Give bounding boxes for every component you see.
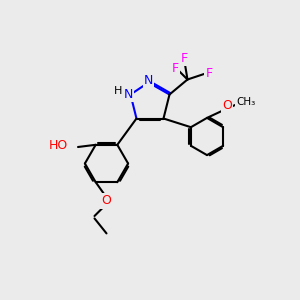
- Text: N: N: [144, 74, 153, 88]
- Text: HO: HO: [48, 139, 68, 152]
- Text: F: F: [181, 52, 188, 65]
- Text: O: O: [102, 194, 111, 208]
- Text: O: O: [223, 99, 232, 112]
- Text: N: N: [123, 88, 133, 101]
- Text: F: F: [206, 67, 213, 80]
- Text: CH₃: CH₃: [236, 97, 256, 107]
- Text: H: H: [114, 86, 122, 96]
- Text: F: F: [171, 62, 178, 76]
